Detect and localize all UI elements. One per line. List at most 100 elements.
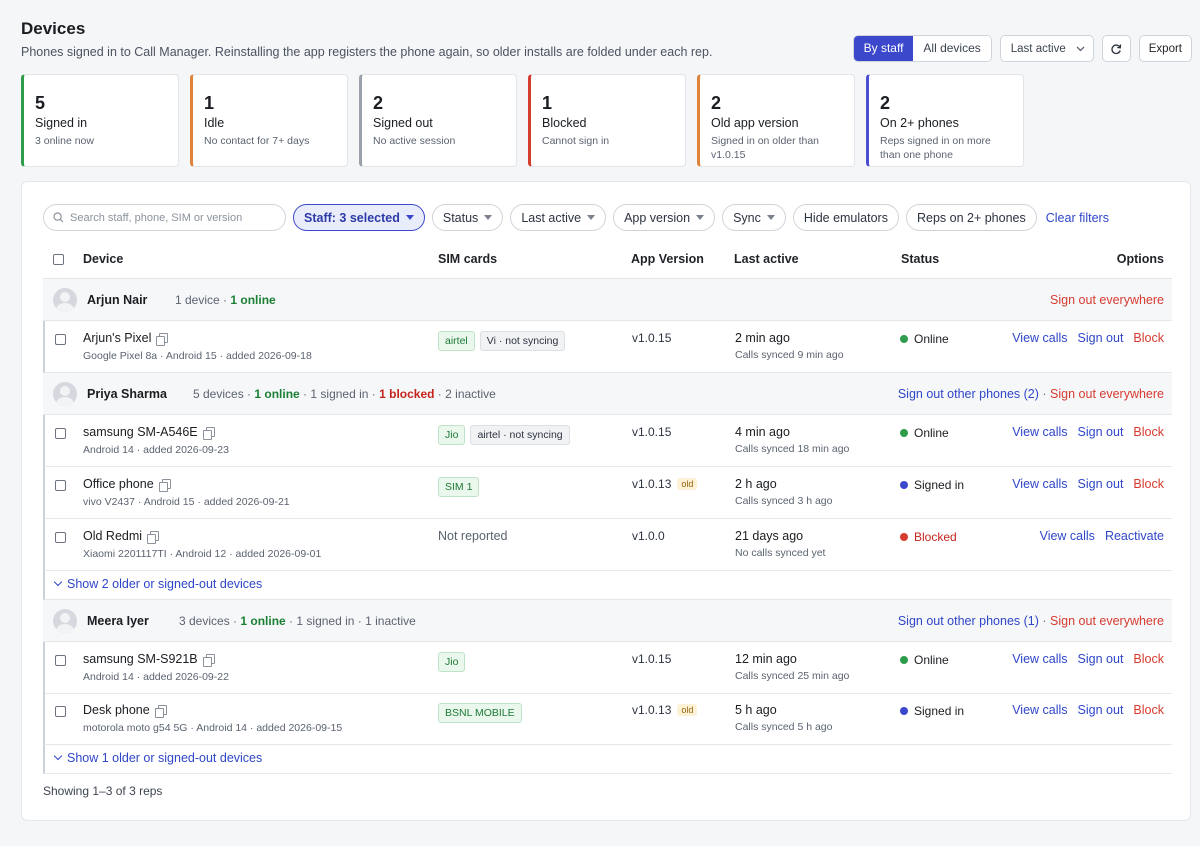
refresh-button[interactable] <box>1101 35 1131 62</box>
table-row[interactable]: Desk phone motorola moto g54 5G · Androi… <box>43 693 1172 745</box>
block-link[interactable]: Block <box>1133 425 1164 439</box>
sim-list: Jio airtel · not syncing <box>438 425 570 445</box>
reps-on-2-phones-chip[interactable]: Reps on 2+ phones <box>905 204 1037 231</box>
stat-card-blocked[interactable]: 1 Blocked Cannot sign in <box>528 74 686 167</box>
sync-info: No calls synced yet <box>735 547 826 559</box>
view-calls-link[interactable]: View calls <box>1012 425 1068 439</box>
stat-card-old-app-version[interactable]: 2 Old app version Signed in on older tha… <box>697 74 855 167</box>
stat-card-multi-phone[interactable]: 2 On 2+ phones Reps signed in on more th… <box>866 74 1024 167</box>
caret-down-icon <box>484 215 493 220</box>
row-checkbox[interactable] <box>55 334 66 345</box>
sign-out-everywhere-link[interactable]: Sign out everywhere <box>1050 293 1164 307</box>
view-calls-link[interactable]: View calls <box>1012 331 1068 345</box>
sign-out-everywhere-link[interactable]: Sign out everywhere <box>1050 387 1164 401</box>
sim-badge: airtel <box>438 331 475 351</box>
stat-card-signed-in[interactable]: 5 Signed in 3 online now <box>21 74 179 167</box>
status-badge: Online <box>900 332 949 346</box>
staff-filter-chip[interactable]: Staff: 3 selected <box>293 204 425 231</box>
view-calls-link[interactable]: View calls <box>1012 703 1068 717</box>
view-calls-link[interactable]: View calls <box>1012 477 1068 491</box>
hide-emulators-chip[interactable]: Hide emulators <box>792 204 899 231</box>
view-all-devices-button[interactable]: All devices <box>913 36 991 61</box>
row-checkbox[interactable] <box>55 480 66 491</box>
last-active: 4 min ago <box>735 425 790 439</box>
search-box <box>43 204 286 231</box>
sign-out-everywhere-link[interactable]: Sign out everywhere <box>1050 614 1164 628</box>
sign-out-link[interactable]: Sign out <box>1077 425 1124 439</box>
device-details: Android 14 · added 2026-09-22 <box>83 671 229 683</box>
sync-filter-label: Sync <box>733 210 761 225</box>
status-filter-chip[interactable]: Status <box>431 204 504 231</box>
select-all-checkbox[interactable] <box>53 254 64 265</box>
stat-sub: No contact for 7+ days <box>204 135 310 147</box>
device-name-text: samsung SM-A546E <box>83 425 198 439</box>
table-row[interactable]: samsung SM-A546E Android 14 · added 2026… <box>43 415 1172 467</box>
copy-icon[interactable] <box>147 530 160 544</box>
show-older-devices-link[interactable]: Show 1 older or signed-out devices <box>43 745 1172 774</box>
view-by-staff-button[interactable]: By staff <box>853 36 914 61</box>
sim-badge: Vi · not syncing <box>479 331 566 351</box>
table-row[interactable]: Old Redmi Xiaomi 2201117TI · Android 12 … <box>43 519 1172 571</box>
search-input[interactable] <box>70 211 270 224</box>
row-checkbox[interactable] <box>55 532 66 543</box>
stat-label: On 2+ phones <box>880 116 959 130</box>
staff-filter-label: Staff: 3 selected <box>304 210 400 225</box>
show-older-label: Show 1 older or signed-out devices <box>67 751 263 765</box>
copy-icon[interactable] <box>202 426 215 440</box>
sign-out-link[interactable]: Sign out <box>1077 652 1124 666</box>
sort-select[interactable]: Last active <box>999 35 1094 62</box>
sync-filter-chip[interactable]: Sync <box>722 204 786 231</box>
app-version-filter-chip[interactable]: App version <box>613 204 716 231</box>
status-dot-icon <box>900 335 908 343</box>
copy-icon[interactable] <box>202 653 215 667</box>
table-row[interactable]: Arjun's Pixel Google Pixel 8a · Android … <box>43 321 1172 373</box>
row-checkbox[interactable] <box>55 428 66 439</box>
stat-card-signed-out[interactable]: 2 Signed out No active session <box>359 74 517 167</box>
sign-out-link[interactable]: Sign out <box>1077 331 1124 345</box>
status-badge: Signed in <box>900 704 964 718</box>
copy-icon[interactable] <box>156 332 169 346</box>
status-text: Online <box>914 332 949 346</box>
last-active: 2 h ago <box>735 477 777 491</box>
block-link[interactable]: Block <box>1133 477 1164 491</box>
copy-icon[interactable] <box>158 478 171 492</box>
sim-badge: BSNL MOBILE <box>438 703 522 723</box>
col-options: Options <box>1116 252 1164 266</box>
show-older-devices-link[interactable]: Show 2 older or signed-out devices <box>43 571 1172 600</box>
row-checkbox[interactable] <box>55 706 66 717</box>
clear-filters-link[interactable]: Clear filters <box>1045 210 1109 225</box>
sign-out-other-phones-link[interactable]: Sign out other phones (1) <box>897 614 1039 628</box>
meta-inactive: 1 inactive <box>365 614 416 628</box>
avatar <box>53 382 77 406</box>
col-sim: SIM cards <box>438 252 498 266</box>
block-link[interactable]: Block <box>1133 331 1164 345</box>
sign-out-other-phones-link[interactable]: Sign out other phones (2) <box>897 387 1039 401</box>
last-active-filter-chip[interactable]: Last active <box>510 204 607 231</box>
device-name: Office phone <box>83 477 171 492</box>
row-checkbox[interactable] <box>55 655 66 666</box>
caret-down-icon <box>405 215 414 220</box>
row-options: View calls Reactivate <box>1040 529 1164 543</box>
device-name-text: Desk phone <box>83 703 150 717</box>
last-active: 12 min ago <box>735 652 797 666</box>
app-version: v1.0.15 <box>632 425 671 439</box>
view-calls-link[interactable]: View calls <box>1039 529 1095 543</box>
device-name: Arjun's Pixel <box>83 331 169 346</box>
stat-label: Old app version <box>711 116 799 130</box>
stat-card-idle[interactable]: 1 Idle No contact for 7+ days <box>190 74 348 167</box>
block-link[interactable]: Block <box>1133 652 1164 666</box>
status-dot-icon <box>900 429 908 437</box>
table-row[interactable]: Office phone vivo V2437 · Android 15 · a… <box>43 467 1172 519</box>
copy-icon[interactable] <box>154 704 167 718</box>
stat-number: 2 <box>880 93 891 113</box>
table-row[interactable]: samsung SM-S921B Android 14 · added 2026… <box>43 642 1172 694</box>
sim-list: SIM 1 <box>438 477 480 497</box>
sync-info: Calls synced 5 h ago <box>735 721 833 733</box>
block-link[interactable]: Block <box>1133 703 1164 717</box>
view-calls-link[interactable]: View calls <box>1012 652 1068 666</box>
reactivate-link[interactable]: Reactivate <box>1104 529 1164 543</box>
sign-out-link[interactable]: Sign out <box>1077 703 1124 717</box>
last-active: 5 h ago <box>735 703 777 717</box>
sign-out-link[interactable]: Sign out <box>1077 477 1124 491</box>
export-button[interactable]: Export <box>1138 35 1192 62</box>
